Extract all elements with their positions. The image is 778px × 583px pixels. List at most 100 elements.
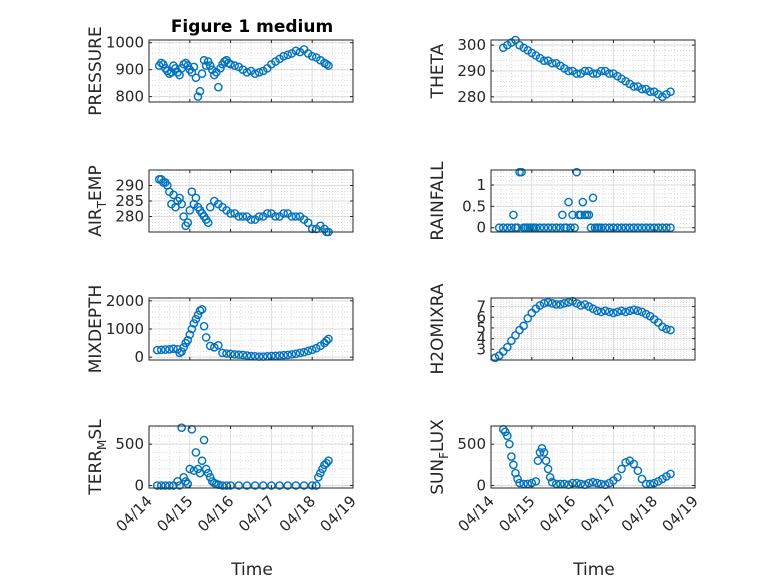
data-point xyxy=(238,212,248,221)
data-point xyxy=(234,212,244,221)
axes-box xyxy=(148,425,354,489)
data-point xyxy=(161,345,170,354)
axes-box xyxy=(490,425,696,489)
data-point xyxy=(287,212,297,221)
data-point xyxy=(519,479,528,489)
data-point xyxy=(171,64,180,73)
data-point xyxy=(637,474,647,484)
data-point xyxy=(283,350,293,360)
y-tick-label: 800 xyxy=(115,88,144,106)
data-point xyxy=(541,456,551,466)
data-point xyxy=(662,324,671,334)
data-point xyxy=(322,59,331,69)
data-point xyxy=(179,212,188,221)
data-point xyxy=(242,481,252,490)
data-point xyxy=(513,474,522,484)
data-point xyxy=(556,300,565,309)
data-point xyxy=(205,341,215,351)
data-point xyxy=(246,215,256,224)
data-point xyxy=(547,299,557,308)
data-point xyxy=(216,64,225,73)
data-point xyxy=(592,478,602,488)
data-point xyxy=(250,481,260,490)
data-point xyxy=(226,59,235,69)
y-tick-label: 7 xyxy=(476,298,486,316)
data-point xyxy=(234,350,244,359)
data-point xyxy=(226,209,235,218)
data-point xyxy=(503,431,512,441)
y-axis-label: AIRTEMP xyxy=(86,165,109,236)
data-point xyxy=(625,223,635,233)
data-point xyxy=(203,468,213,478)
data-point xyxy=(218,481,227,490)
data-point xyxy=(609,308,618,318)
data-point xyxy=(645,479,655,489)
y-axis-label: H2OMIXRA xyxy=(428,283,448,374)
data-point xyxy=(226,481,235,490)
data-point xyxy=(531,223,541,233)
data-point xyxy=(195,468,205,478)
data-point xyxy=(519,321,528,331)
data-point xyxy=(503,223,512,233)
data-point xyxy=(203,57,213,66)
data-point xyxy=(203,218,213,227)
y-axis-label: MIXDEPTH xyxy=(86,285,106,374)
data-point xyxy=(511,331,520,340)
data-point xyxy=(197,69,207,78)
data-point xyxy=(658,322,667,332)
data-point xyxy=(588,304,598,313)
data-point xyxy=(195,86,205,96)
data-point xyxy=(637,84,647,94)
data-point xyxy=(515,478,524,488)
data-point xyxy=(291,349,301,359)
data-point xyxy=(179,472,188,482)
data-point xyxy=(185,330,195,339)
y-tick-label: 0 xyxy=(134,348,144,366)
y-tick-label: 290 xyxy=(115,177,144,195)
data-point xyxy=(291,212,301,221)
data-point xyxy=(205,61,215,70)
data-point xyxy=(547,223,557,233)
data-point xyxy=(523,479,533,489)
x-axis-label-right: Time xyxy=(572,560,615,580)
data-point xyxy=(600,306,610,316)
data-point xyxy=(505,439,514,449)
x-tick-label: 04/14 xyxy=(455,492,498,535)
data-point xyxy=(633,466,643,475)
data-point xyxy=(629,305,639,315)
data-point xyxy=(234,481,244,490)
data-point xyxy=(307,481,317,490)
data-point xyxy=(283,50,293,60)
data-point xyxy=(596,66,606,76)
data-point xyxy=(250,69,260,78)
data-point xyxy=(629,82,639,91)
data-point xyxy=(539,299,549,308)
data-point xyxy=(531,477,541,486)
data-point xyxy=(625,306,635,316)
y-tick-label: 0.5 xyxy=(462,197,486,215)
data-point xyxy=(572,69,581,78)
data-point xyxy=(185,205,195,215)
data-point xyxy=(662,223,671,233)
data-point xyxy=(637,307,647,317)
y-axis-label: RAINFALL xyxy=(428,161,448,241)
data-point xyxy=(588,69,598,78)
data-point xyxy=(314,472,323,482)
data-point xyxy=(303,346,313,356)
axes-box xyxy=(148,39,354,103)
subplot-2: 280 290 300 THETA xyxy=(428,35,696,106)
y-tick-label: 0 xyxy=(476,477,486,495)
data-point xyxy=(324,456,333,466)
data-point xyxy=(666,87,675,96)
data-point xyxy=(666,325,675,335)
data-point xyxy=(165,69,174,78)
data-point xyxy=(507,336,516,346)
data-point xyxy=(187,324,197,334)
data-point xyxy=(641,479,651,489)
data-point xyxy=(173,477,182,486)
x-tick-label: 04/15 xyxy=(495,492,538,535)
data-point xyxy=(230,61,239,70)
data-point xyxy=(279,209,288,218)
data-point xyxy=(641,309,651,319)
